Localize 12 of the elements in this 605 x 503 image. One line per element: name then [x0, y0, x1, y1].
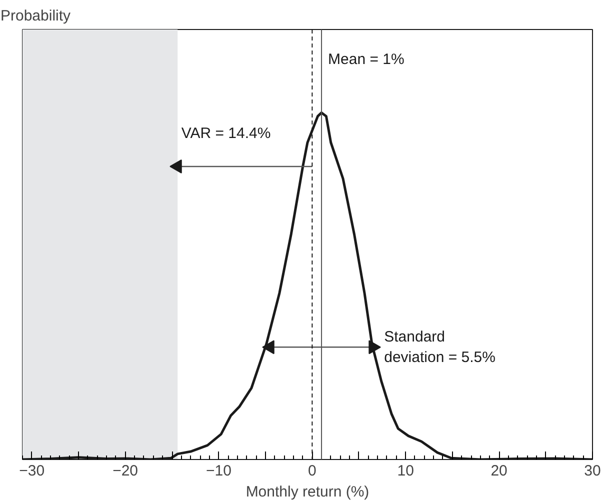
x-tick-label: −30: [19, 462, 45, 480]
x-tick-label: 30: [584, 462, 601, 480]
x-tick-label: −20: [112, 462, 138, 480]
text: Probability: [0, 8, 72, 24]
x-tick-label: 20: [490, 462, 508, 480]
x-axis-title: Monthly return (%): [246, 484, 370, 500]
annotation: VAR = 14.4%: [181, 125, 271, 142]
annotation: Standard deviation = 5.5%: [384, 328, 496, 366]
x-tick-label: −10: [206, 462, 232, 480]
ref-line-label: Mean = 1%: [328, 51, 404, 68]
x-tick-label: 0: [308, 462, 316, 480]
x-tick-label: 10: [397, 462, 414, 480]
